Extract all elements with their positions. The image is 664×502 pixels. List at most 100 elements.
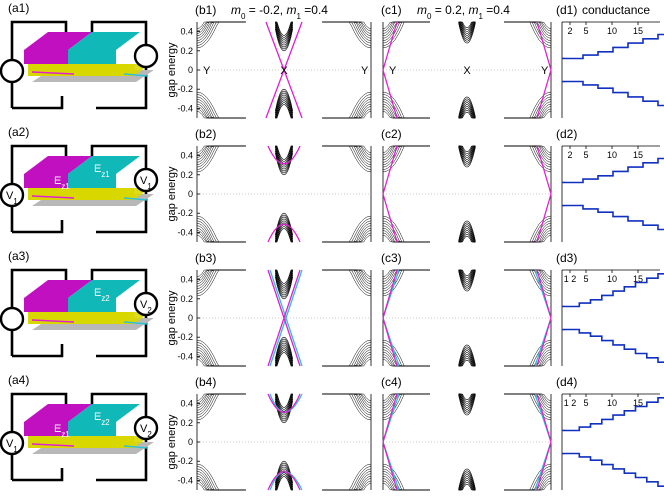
right-source-label: V2: [140, 299, 152, 315]
top-right-gate-front: [68, 422, 116, 436]
panel-d-1: (d1) conductance 2 5 10 15: [556, 3, 664, 118]
panel-label: (d4): [556, 375, 577, 389]
right-source: [133, 291, 159, 317]
x-tick-label: 10: [607, 26, 617, 36]
center-band: [458, 21, 476, 40]
bulk-band: [196, 483, 246, 491]
panel-label: (b1): [195, 3, 216, 17]
device-label: (a3): [8, 249, 29, 263]
bulk-band: [322, 359, 372, 367]
top-left-gate: [24, 156, 92, 174]
center-band: [275, 393, 293, 414]
y-tick-label: -0.2: [177, 456, 193, 466]
center-band: [275, 336, 293, 360]
edge-state-magenta: [382, 269, 552, 367]
bulk-band: [504, 269, 552, 277]
bulk-band: [196, 230, 246, 243]
left-source-label: V1: [6, 190, 18, 206]
bulk-band: [382, 359, 430, 367]
bulk-band: [504, 269, 552, 282]
conductance-curve-upper: [561, 397, 664, 432]
center-band: [458, 102, 476, 119]
bulk-band: [322, 269, 372, 277]
bulk-band: [382, 145, 430, 165]
panel-label: (c4): [381, 375, 402, 389]
bulk-band: [196, 463, 246, 491]
bulk-band: [504, 269, 552, 287]
center-band: [458, 472, 476, 491]
bulk-band: [504, 269, 552, 289]
bulk-band: [504, 145, 552, 158]
bulk-band: [322, 269, 372, 282]
bulk-band: [322, 393, 372, 406]
bulk-band: [196, 111, 246, 119]
bulk-band: [322, 475, 372, 491]
center-band: [275, 220, 293, 243]
bulk-band: [382, 349, 430, 367]
center-band: [458, 269, 476, 282]
bulk-band: [382, 225, 430, 243]
x-tick-label: 15: [633, 150, 643, 160]
right-source: [133, 167, 159, 193]
y-tick-label: 0: [188, 313, 193, 323]
y-tick-label: 0.4: [180, 399, 193, 409]
bulk-band: [504, 145, 552, 165]
center-band: [275, 269, 293, 288]
bulk-band: [504, 393, 552, 406]
center-band: [458, 356, 476, 367]
conductance-curve-lower: [561, 204, 664, 231]
top-left-gate-front: [24, 50, 68, 64]
center-band: [275, 94, 293, 117]
panel-label: (c3): [381, 251, 402, 265]
bulk-band: [322, 393, 372, 404]
center-band: [458, 393, 476, 414]
center-band: [275, 27, 293, 50]
bulk-band: [196, 393, 246, 406]
bulk-band: [504, 21, 552, 41]
bulk-band: [382, 230, 430, 243]
conductance-curve-lower: [561, 328, 664, 363]
y-tick-label: -0.4: [177, 475, 193, 485]
bulk-band: [322, 145, 372, 153]
x-tick-label: 5: [583, 26, 588, 36]
center-band: [458, 145, 476, 156]
bulk-band: [322, 354, 372, 367]
bulk-band: [322, 269, 372, 285]
bulk-band: [322, 480, 372, 491]
bulk-band: [382, 101, 430, 119]
center-band: [458, 344, 476, 366]
bulk-band: [504, 349, 552, 367]
y-tick-label: 0.2: [180, 46, 193, 56]
center-band: [458, 393, 476, 404]
center-band: [275, 269, 293, 286]
center-band: [275, 145, 293, 162]
device-4: (a4) V1 V2 Ez1 Ez2: [0, 373, 159, 482]
bulk-band: [382, 356, 430, 367]
center-band: [458, 228, 476, 243]
center-band: [275, 269, 293, 284]
y-tick-label: 0.2: [180, 294, 193, 304]
center-band: [275, 348, 293, 367]
top-left-gate-front: [24, 174, 68, 188]
middle-layer-front: [28, 188, 134, 200]
bulk-band: [382, 483, 430, 491]
panel-label: (d3): [556, 251, 577, 265]
edge-current-right: [123, 197, 149, 201]
center-band: [275, 476, 293, 491]
bulk-band: [322, 235, 372, 243]
top-right-gate-front: [68, 298, 116, 312]
center-band: [458, 145, 476, 162]
device-label: (a4): [8, 373, 29, 387]
center-band: [275, 21, 293, 44]
center-band: [458, 269, 476, 280]
x-tick-label: 15: [633, 398, 643, 408]
center-band: [275, 346, 293, 367]
center-band: [458, 98, 476, 119]
bulk-band: [196, 393, 246, 401]
y-tick-label: -0.2: [177, 208, 193, 218]
bulk-band: [196, 21, 246, 29]
device-label: (a1): [8, 1, 29, 15]
field-label-right: Ez2: [94, 287, 110, 303]
bulk-band: [382, 478, 430, 491]
y-tick-label: -0.4: [177, 351, 193, 361]
